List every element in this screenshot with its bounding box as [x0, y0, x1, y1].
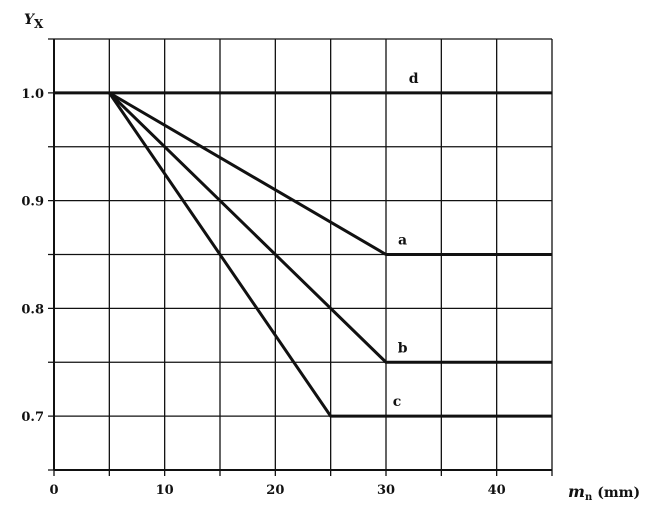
series-line-a [108, 91, 552, 256]
series-group: d a b c [54, 71, 552, 418]
x-tick-label: 0 [49, 483, 58, 498]
series-label-c: c [393, 394, 402, 410]
grid [48, 38, 553, 476]
x-tick-label: 20 [266, 483, 284, 498]
x-tick-label: 40 [488, 483, 506, 498]
x-tick-label: 30 [377, 483, 395, 498]
series-line-c [108, 92, 552, 418]
series-label-b: b [398, 340, 408, 356]
y-axis-label: YX [24, 12, 44, 31]
y-tick-label: 0.9 [21, 195, 44, 210]
y-tick-label: 0.7 [21, 410, 44, 425]
x-tick-label: 10 [156, 483, 174, 498]
series-label-a: a [398, 233, 407, 249]
series-label-d: d [409, 71, 419, 87]
x-axis-label: mn (mm) [568, 482, 640, 503]
y-tick-label: 1.0 [21, 87, 44, 102]
series-line-b [108, 91, 552, 364]
tick-labels: 0 10 20 30 40 0.7 0.8 0.9 1.0 [21, 87, 505, 498]
y-tick-label: 0.8 [21, 302, 44, 317]
